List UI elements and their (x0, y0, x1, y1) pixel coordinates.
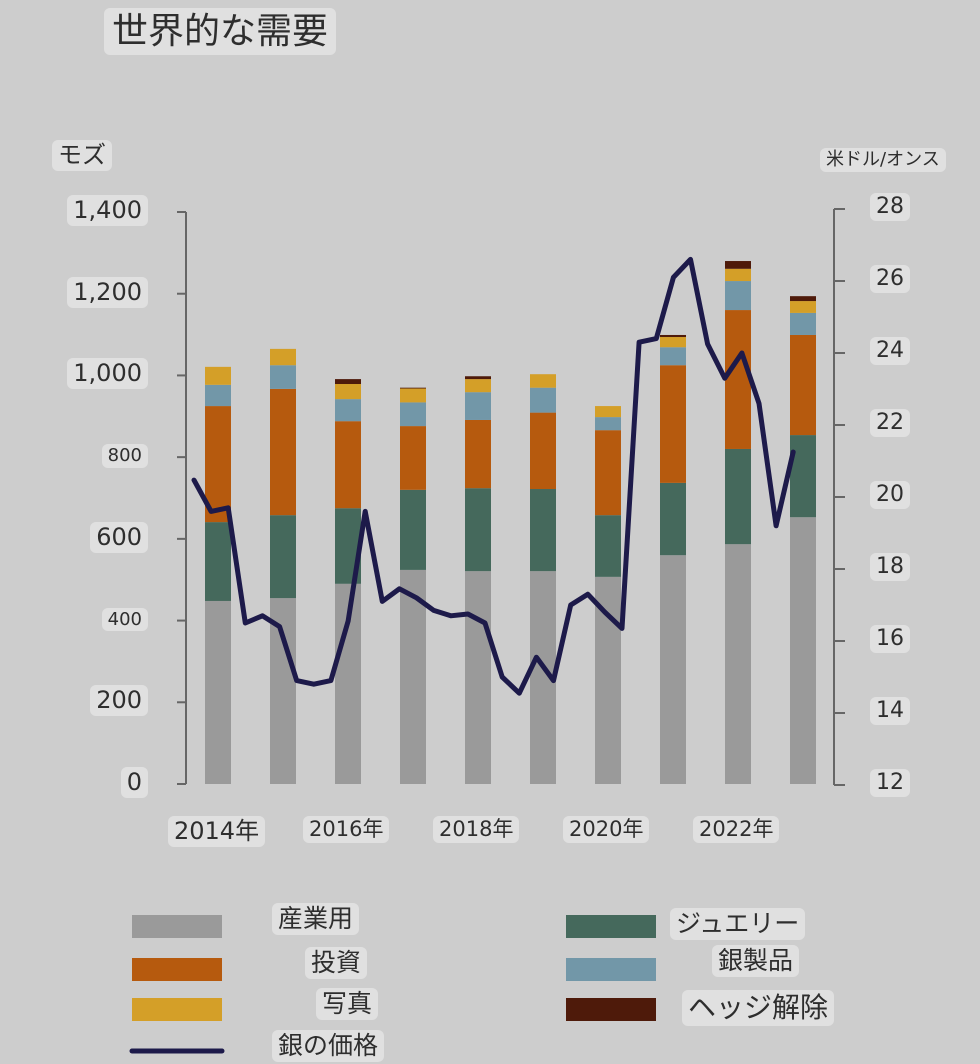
legend-label: 投資 (305, 947, 368, 979)
legend-label: 写真 (316, 988, 379, 1020)
left-tick-label: 1,400 (67, 195, 148, 226)
bar-segment (465, 571, 491, 784)
bar-segment (595, 406, 621, 418)
bar-segment (725, 544, 751, 784)
bar-segment (725, 268, 751, 282)
right-tick-label: 20 (870, 481, 910, 510)
bar-segment (270, 388, 296, 516)
bar-segment (725, 310, 751, 449)
bar-segment (660, 334, 686, 338)
bar-segment (660, 347, 686, 366)
legend-swatch (566, 998, 656, 1021)
legend-swatch (132, 915, 222, 938)
bar-segment (595, 417, 621, 431)
x-tick-label: 2020年 (563, 816, 650, 844)
bar-segment (335, 399, 361, 422)
bar-segment (725, 448, 751, 545)
bar-segment (335, 384, 361, 400)
bar-segment (790, 334, 816, 436)
bar-segment (465, 392, 491, 420)
right-tick-label: 16 (870, 625, 910, 654)
bar-segment (530, 374, 556, 388)
bar-segment (205, 366, 231, 385)
bar-segment (595, 576, 621, 784)
bar-segment (530, 412, 556, 490)
price-line (191, 256, 796, 696)
bar-segment (400, 387, 426, 389)
right-tick-label: 18 (870, 553, 910, 582)
legend-label: ジュエリー (670, 908, 806, 940)
right-tick-label: 12 (870, 769, 910, 798)
left-tick-label: 1,000 (67, 358, 148, 390)
bar-segment (660, 482, 686, 556)
bar-segment (790, 517, 816, 784)
bar-segment (725, 281, 751, 311)
bar-segment (270, 598, 296, 784)
bar-segment (660, 365, 686, 483)
right-tick-label: 14 (870, 697, 910, 726)
left-tick-label: 800 (101, 444, 148, 468)
bar-segment (335, 379, 361, 385)
bar-segment (270, 365, 296, 389)
bar-segment (400, 569, 426, 784)
legend-swatch (566, 915, 656, 938)
legend-swatch (566, 958, 656, 981)
right-axis-label: 米ドル/オンス (820, 148, 946, 172)
chart-title: 世界的な需要 (104, 8, 337, 56)
bar-segment (465, 419, 491, 489)
bar-segment (400, 402, 426, 427)
legend-swatch (132, 958, 222, 981)
legend-label: 銀の価格 (272, 1030, 385, 1062)
bar-segment (400, 489, 426, 570)
bar-segment (400, 426, 426, 490)
bar-segment (205, 522, 231, 601)
bar-segment (400, 388, 426, 403)
left-tick-label: 600 (90, 521, 148, 553)
bar-segment (725, 261, 751, 269)
bar-segment (790, 435, 816, 518)
x-tick-label: 2016年 (303, 816, 390, 844)
bar-segment (595, 515, 621, 577)
legend-label: ヘッジ解除 (682, 990, 835, 1026)
bar-segment (530, 387, 556, 413)
bar-segment (270, 515, 296, 599)
left-tick-label: 400 (101, 607, 148, 632)
legend-swatch (132, 998, 222, 1021)
right-tick-label: 24 (870, 337, 910, 366)
bar-segment (790, 312, 816, 335)
left-tick-label: 1,200 (67, 276, 148, 308)
right-tick-label: 26 (870, 265, 910, 294)
bar-segment (335, 421, 361, 509)
bar-segment (465, 379, 491, 393)
bar-segment (205, 406, 231, 523)
bar-segment (205, 600, 231, 784)
bar-segment (790, 301, 816, 313)
left-axis-label: モズ (52, 140, 112, 171)
legend-label: 銀製品 (712, 945, 800, 977)
left-tick-label: 200 (90, 685, 148, 717)
x-tick-label: 2014年 (168, 816, 266, 847)
bar-segment (660, 337, 686, 348)
bar-segment (465, 376, 491, 380)
bar-segment (660, 555, 686, 784)
left-tick-label: 0 (120, 767, 148, 798)
bar-segment (205, 384, 231, 407)
bar-segment (465, 488, 491, 572)
bar-segment (270, 348, 296, 366)
x-tick-label: 2022年 (693, 816, 780, 844)
bar-segment (595, 430, 621, 516)
legend-label: 産業用 (272, 903, 360, 935)
bar-segment (530, 489, 556, 572)
bar-segment (790, 296, 816, 302)
x-tick-label: 2018年 (433, 816, 520, 844)
right-tick-label: 28 (870, 193, 910, 222)
right-tick-label: 22 (870, 409, 910, 438)
